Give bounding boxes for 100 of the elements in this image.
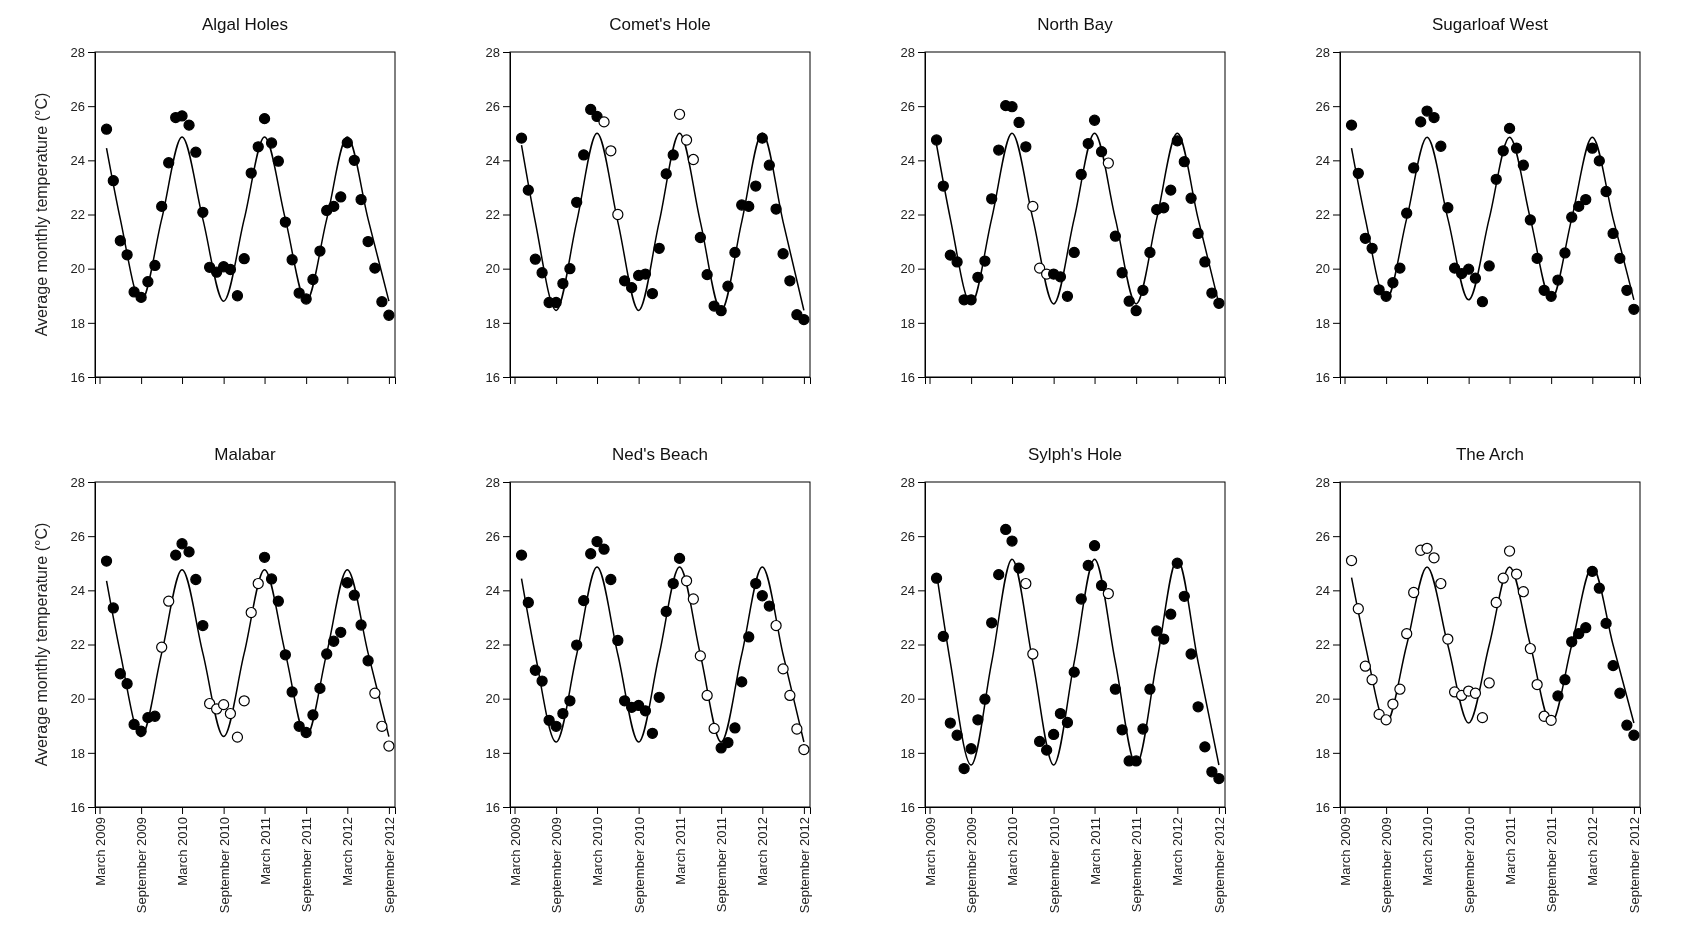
x-tick-label: March 2010 [590,817,606,886]
y-tick-label: 16 [70,799,85,815]
y-tick-label: 26 [1315,98,1330,114]
point [1123,295,1135,307]
point [557,277,569,290]
point [993,568,1005,581]
point [1199,256,1211,268]
point [653,691,665,703]
point [1047,728,1060,741]
x-tick-label: March 2011 [1502,817,1518,885]
point [1517,586,1529,598]
point [1206,766,1218,778]
point [736,676,748,688]
point [1462,263,1475,275]
point [265,573,278,585]
point [1614,687,1626,699]
point [1102,157,1114,169]
x-tick-label: March 2010 [1420,817,1436,886]
y-tick-label: 28 [70,474,85,490]
point [1345,554,1358,567]
y-tick-label: 24 [900,582,915,598]
point [156,641,168,653]
point [536,675,548,687]
y-tick-label: 18 [1315,315,1330,331]
point [944,249,956,261]
point [1545,714,1557,726]
point [618,695,631,707]
point [1408,586,1420,599]
point [1130,305,1142,317]
x-tick-label: September 2010 [631,817,647,914]
point [238,253,250,265]
point [777,663,789,675]
point [763,159,775,171]
point [1095,579,1108,592]
y-tick-label: 26 [900,528,915,544]
point [163,595,175,607]
point [121,678,133,690]
x-tick-label: September 2010 [1461,817,1477,914]
point [183,546,195,558]
point [1151,625,1163,637]
point [694,231,706,244]
point [1497,145,1509,157]
point [646,287,659,300]
y-axis-title: Average monthly temperature (°C) [33,92,50,337]
point [1192,227,1204,240]
point [1573,628,1585,640]
point [1531,252,1543,265]
y-tick-label: 20 [900,691,915,707]
point [107,602,119,614]
point [1171,557,1183,569]
point [1116,267,1128,279]
point [557,707,569,720]
y-tick-label: 24 [1315,582,1330,598]
point [1580,622,1592,634]
point [321,648,333,660]
y-tick-label: 20 [70,261,85,277]
point [1352,603,1364,615]
y-tick-label: 26 [485,98,500,114]
x-tick-label: September 2011 [299,817,315,913]
point [550,720,562,732]
y-tick-label: 16 [900,799,915,815]
point [1401,628,1413,640]
point [1387,277,1399,289]
point [1435,140,1447,152]
x-tick-label: September 2011 [714,817,730,913]
y-tick-label: 24 [70,152,85,168]
y-tick-label: 20 [485,261,500,277]
point [1490,596,1502,609]
point [107,175,119,187]
point [1614,252,1626,265]
point [252,141,264,153]
point [701,268,713,281]
point [1199,741,1211,753]
point [986,617,998,629]
point [1415,116,1427,128]
point [750,180,762,192]
point [1510,142,1523,154]
y-tick-label: 18 [485,745,500,761]
point [1435,577,1447,590]
point [1559,247,1571,259]
point [1352,167,1364,179]
point [114,668,126,680]
y-tick-label: 16 [1315,369,1330,385]
point [314,245,326,257]
point [1600,617,1612,630]
point [687,593,699,605]
point [252,577,264,590]
y-tick-label: 22 [1315,637,1330,653]
y-tick-label: 24 [70,582,85,598]
point [1027,200,1039,213]
point [341,137,353,149]
y-tick-label: 26 [70,528,85,544]
point [1593,582,1605,594]
point [729,722,741,734]
point [571,196,583,208]
point [958,762,970,775]
point [756,590,768,602]
point [598,543,610,555]
point [564,695,576,707]
point [612,634,624,647]
